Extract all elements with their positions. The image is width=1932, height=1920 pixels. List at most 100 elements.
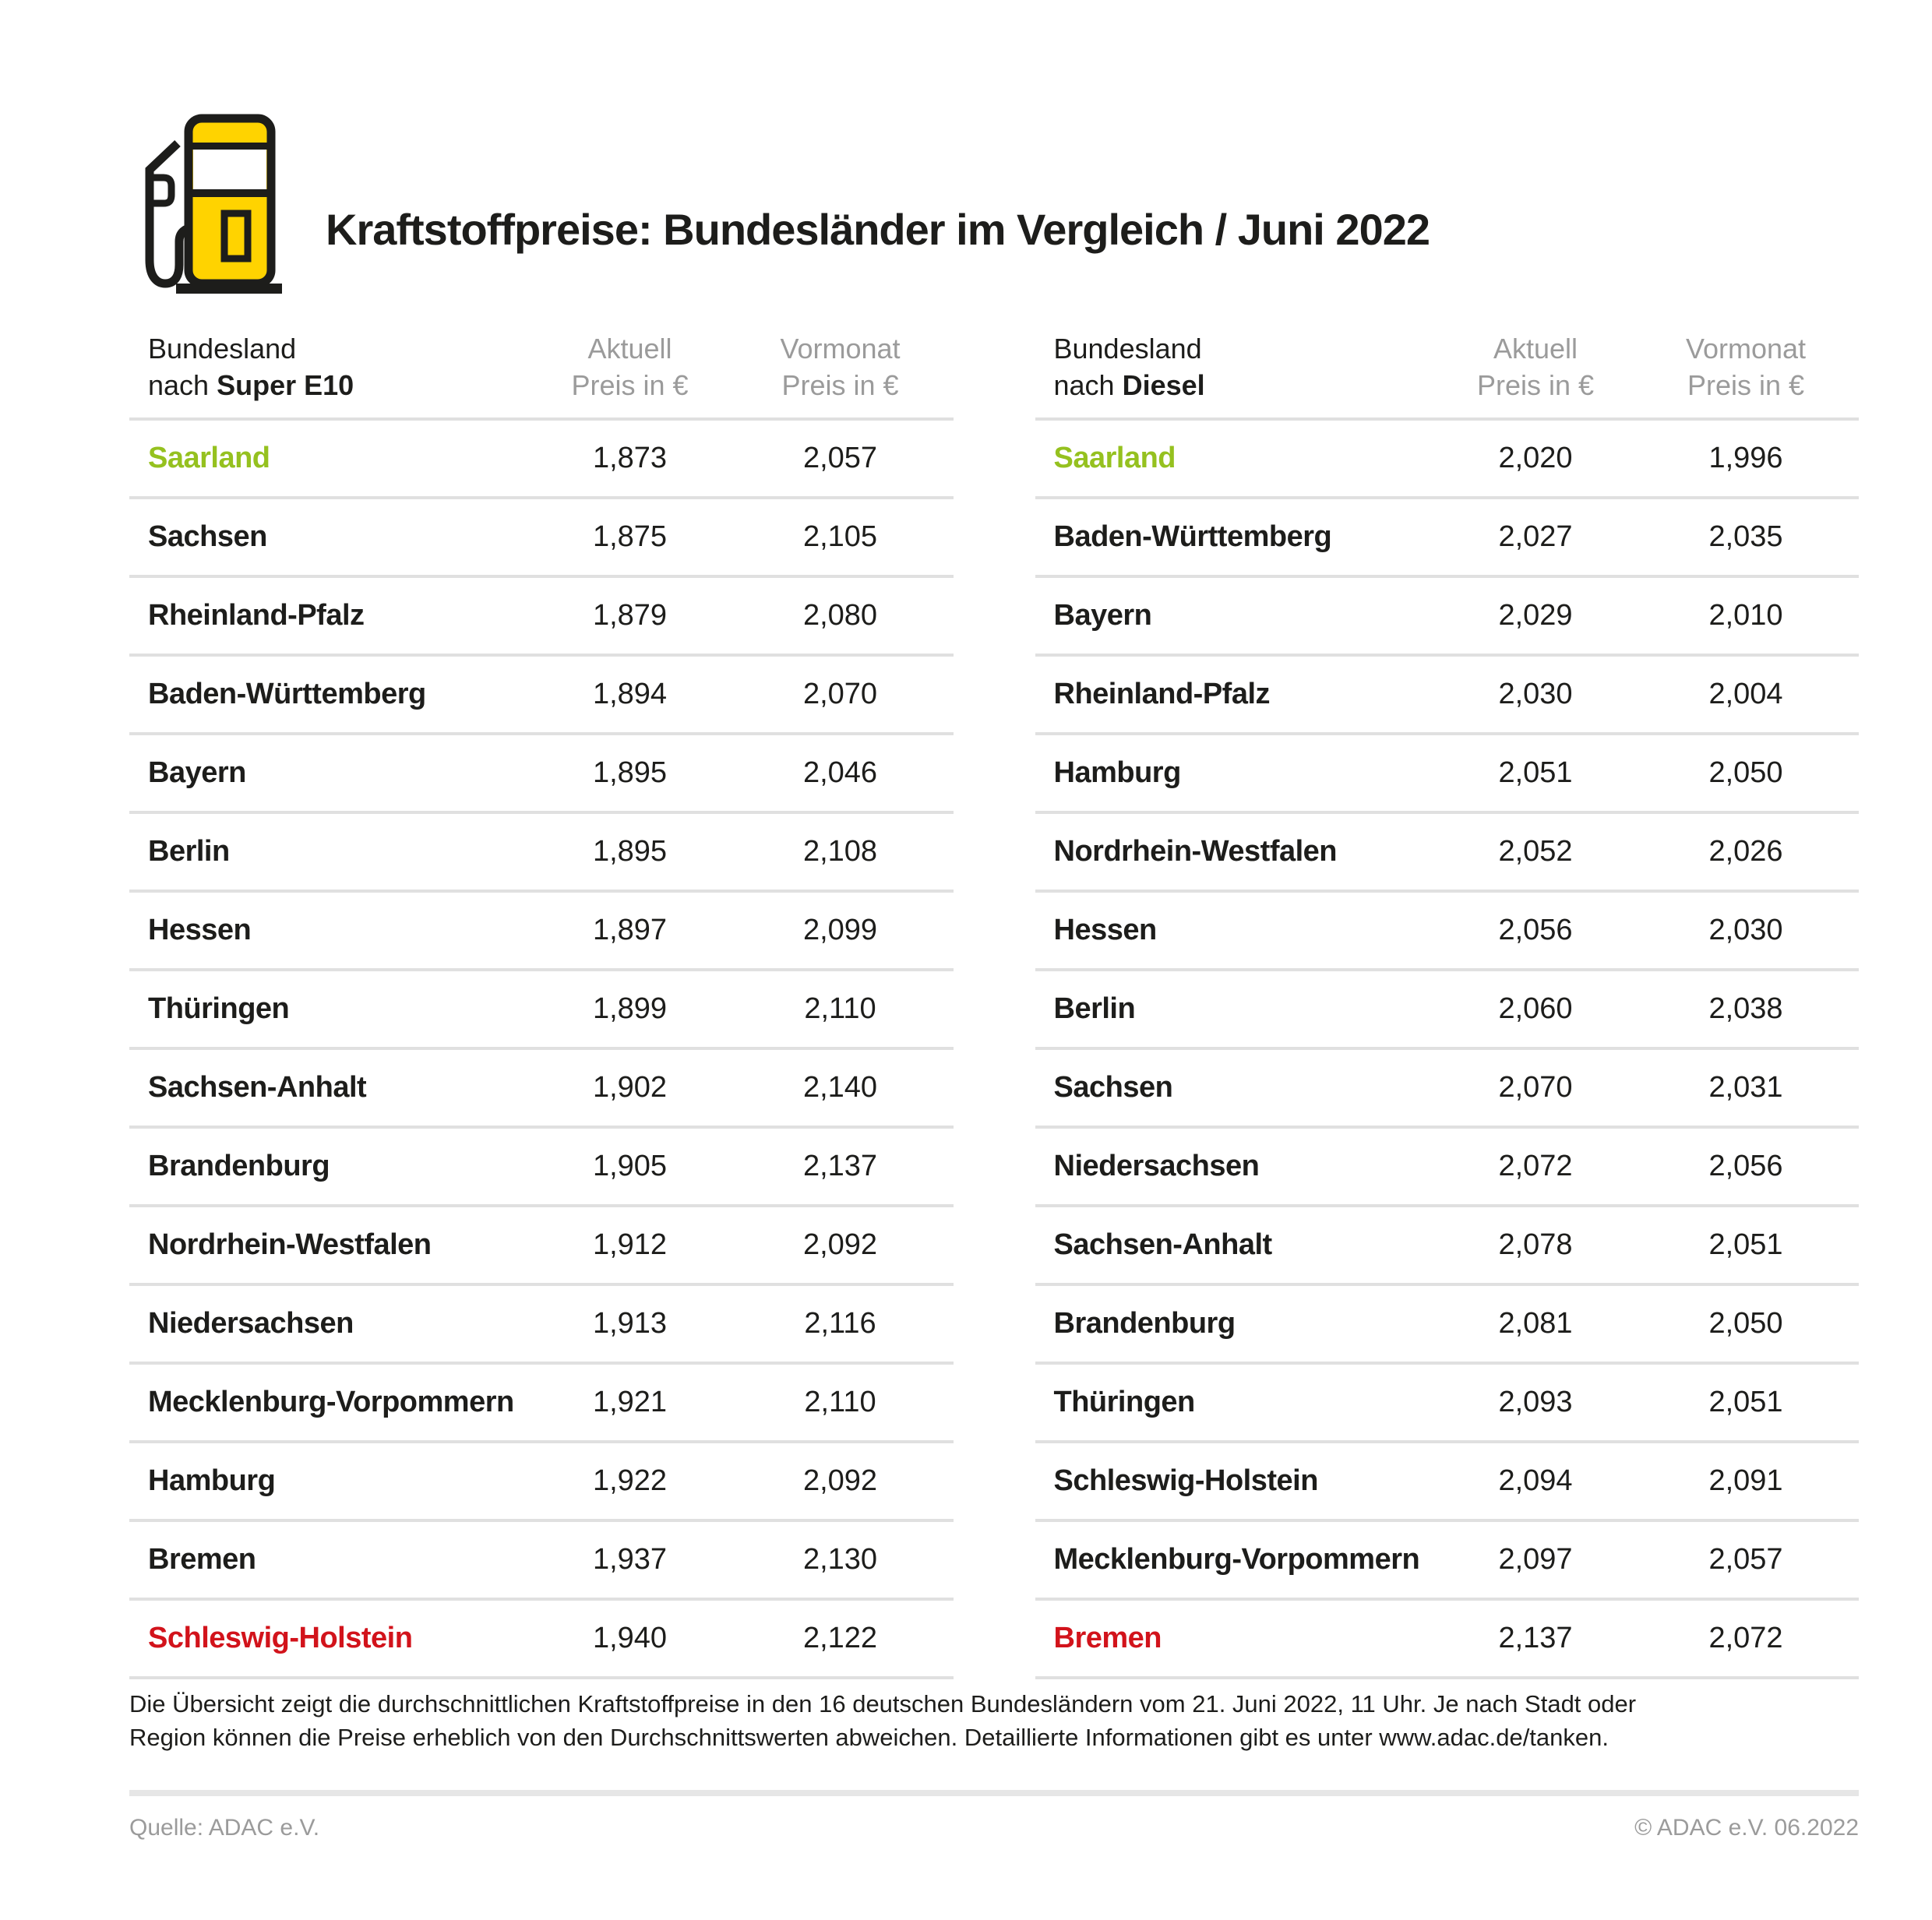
state-name: Saarland [148, 442, 270, 474]
table-diesel: Bundesland nach Diesel Aktuell Preis in … [1035, 330, 1859, 1679]
aktuell-price: 1,922 [592, 1464, 668, 1497]
vormonat-price: 2,108 [802, 835, 878, 868]
fuel-type-label: Diesel [1122, 369, 1205, 401]
table-body: Saarland 1,873 2,057 Sachsen 1,875 2,105… [129, 421, 954, 1679]
state-name: Baden-Württemberg [148, 678, 426, 710]
vormonat-price: 2,051 [1708, 1228, 1783, 1261]
vormonat-price: 2,130 [802, 1543, 878, 1576]
aktuell-price: 2,094 [1498, 1464, 1573, 1497]
aktuell-price: 2,056 [1498, 914, 1573, 946]
vormonat-price: 2,046 [802, 756, 878, 789]
table-header: Bundesland nach Diesel Aktuell Preis in … [1035, 330, 1859, 421]
table-row: Mecklenburg-Vorpommern 1,921 2,110 [129, 1365, 954, 1443]
copyright-label: © ADAC e.V. 06.2022 [1634, 1815, 1859, 1841]
footer: Quelle: ADAC e.V. © ADAC e.V. 06.2022 [129, 1815, 1859, 1841]
table-row: Baden-Württemberg 2,027 2,035 [1035, 499, 1859, 578]
table-row: Saarland 1,873 2,057 [129, 421, 954, 499]
table-row: Niedersachsen 2,072 2,056 [1035, 1129, 1859, 1207]
vormonat-price: 2,122 [802, 1622, 878, 1654]
aktuell-price: 2,030 [1498, 678, 1573, 710]
aktuell-price: 1,897 [592, 914, 668, 946]
table-header: Bundesland nach Super E10 Aktuell Preis … [129, 330, 954, 421]
column-header-vormonat: Vormonat Preis in € [780, 333, 901, 401]
state-name: Baden-Württemberg [1053, 520, 1332, 553]
table-row: Hamburg 1,922 2,092 [129, 1443, 954, 1522]
state-name: Hamburg [1053, 756, 1182, 789]
column-header-bundesland: Bundesland nach Super E10 [148, 333, 354, 401]
aktuell-price: 2,078 [1498, 1228, 1573, 1261]
state-name: Hessen [148, 914, 252, 946]
table-row: Niedersachsen 1,913 2,116 [129, 1286, 954, 1365]
state-name: Nordrhein-Westfalen [1053, 835, 1338, 868]
state-name: Hamburg [148, 1464, 276, 1497]
vormonat-price: 2,050 [1708, 756, 1783, 789]
divider [129, 1790, 1859, 1796]
vormonat-price: 2,110 [804, 992, 876, 1025]
vormonat-price: 2,099 [802, 914, 878, 946]
state-name: Mecklenburg-Vorpommern [148, 1386, 514, 1418]
fuel-pump-icon [145, 114, 282, 294]
vormonat-price: 2,072 [1708, 1622, 1783, 1654]
state-name: Bremen [1053, 1622, 1162, 1654]
table-row: Schleswig-Holstein 1,940 2,122 [129, 1601, 954, 1679]
table-row: Saarland 2,020 1,996 [1035, 421, 1859, 499]
table-row: Hamburg 2,051 2,050 [1035, 735, 1859, 814]
aktuell-price: 1,873 [592, 442, 668, 474]
table-row: Hessen 2,056 2,030 [1035, 893, 1859, 971]
aktuell-price: 1,899 [592, 992, 668, 1025]
vormonat-price: 2,004 [1708, 678, 1783, 710]
state-name: Thüringen [148, 992, 290, 1025]
table-row: Thüringen 1,899 2,110 [129, 971, 954, 1050]
vormonat-price: 2,026 [1708, 835, 1783, 868]
vormonat-price: 1,996 [1708, 442, 1783, 474]
table-row: Bayern 2,029 2,010 [1035, 578, 1859, 657]
table-row: Berlin 2,060 2,038 [1035, 971, 1859, 1050]
vormonat-price: 2,056 [1708, 1150, 1783, 1182]
state-name: Thüringen [1053, 1386, 1196, 1418]
aktuell-price: 2,052 [1498, 835, 1573, 868]
aktuell-price: 1,894 [592, 678, 668, 710]
aktuell-price: 1,940 [592, 1622, 668, 1654]
table-row: Berlin 1,895 2,108 [129, 814, 954, 893]
vormonat-price: 2,092 [802, 1464, 878, 1497]
column-header-vormonat: Vormonat Preis in € [1685, 333, 1807, 401]
column-header-aktuell: Aktuell Preis in € [571, 333, 689, 401]
state-name: Rheinland-Pfalz [1053, 678, 1271, 710]
table-row: Thüringen 2,093 2,051 [1035, 1365, 1859, 1443]
vormonat-price: 2,105 [802, 520, 878, 553]
table-row: Brandenburg 2,081 2,050 [1035, 1286, 1859, 1365]
vormonat-price: 2,110 [804, 1386, 876, 1418]
vormonat-price: 2,050 [1708, 1307, 1783, 1340]
vormonat-price: 2,057 [802, 442, 878, 474]
table-row: Nordrhein-Westfalen 2,052 2,026 [1035, 814, 1859, 893]
table-row: Sachsen-Anhalt 1,902 2,140 [129, 1050, 954, 1129]
vormonat-price: 2,080 [802, 599, 878, 632]
table-row: Bremen 2,137 2,072 [1035, 1601, 1859, 1679]
vormonat-price: 2,137 [802, 1150, 878, 1182]
aktuell-price: 2,137 [1498, 1622, 1573, 1654]
state-name: Schleswig-Holstein [148, 1622, 413, 1654]
aktuell-price: 2,051 [1498, 756, 1573, 789]
aktuell-price: 2,070 [1498, 1071, 1573, 1104]
aktuell-price: 1,902 [592, 1071, 668, 1104]
vormonat-price: 2,070 [802, 678, 878, 710]
state-name: Niedersachsen [1053, 1150, 1260, 1182]
table-row: Nordrhein-Westfalen 1,912 2,092 [129, 1207, 954, 1286]
vormonat-price: 2,030 [1708, 914, 1783, 946]
vormonat-price: 2,091 [1708, 1464, 1783, 1497]
price-tables: Bundesland nach Super E10 Aktuell Preis … [129, 330, 1859, 1679]
state-name: Sachsen [148, 520, 267, 553]
state-name: Saarland [1053, 442, 1176, 474]
aktuell-price: 1,905 [592, 1150, 668, 1182]
table-row: Hessen 1,897 2,099 [129, 893, 954, 971]
state-name: Brandenburg [1053, 1307, 1236, 1340]
aktuell-price: 1,937 [592, 1543, 668, 1576]
vormonat-price: 2,116 [804, 1307, 876, 1340]
state-name: Rheinland-Pfalz [148, 599, 365, 632]
vormonat-price: 2,051 [1708, 1386, 1783, 1418]
fuel-type-label: Super E10 [217, 369, 354, 401]
aktuell-price: 2,029 [1498, 599, 1573, 632]
table-super-e10: Bundesland nach Super E10 Aktuell Preis … [129, 330, 954, 1679]
page-title: Kraftstoffpreise: Bundesländer im Vergle… [326, 205, 1430, 254]
state-name: Berlin [1053, 992, 1136, 1025]
